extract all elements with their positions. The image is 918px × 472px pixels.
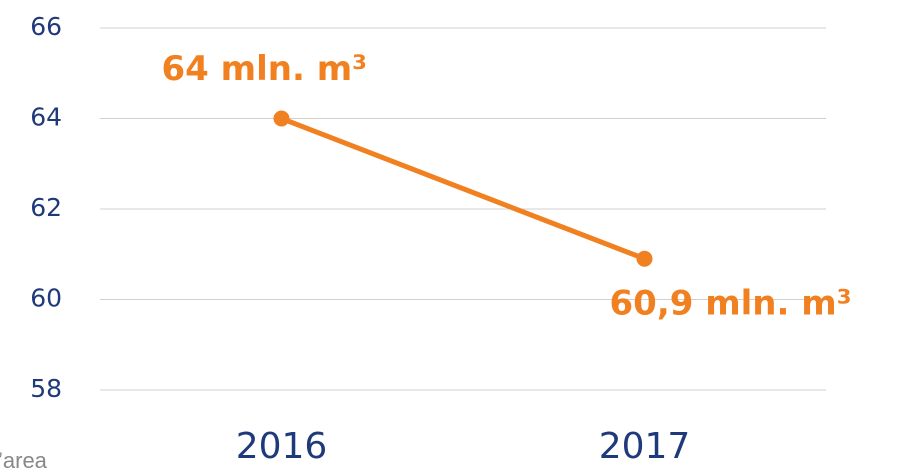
annotation: ’area xyxy=(0,448,48,472)
y-tick-label: 60 xyxy=(30,284,62,313)
x-tick-label: 2017 xyxy=(599,426,691,467)
x-tick-label: 2016 xyxy=(236,426,328,467)
line xyxy=(280,116,646,262)
point xyxy=(636,250,653,267)
y-tick-label: 58 xyxy=(30,374,62,403)
y-tick-label: 62 xyxy=(30,193,62,222)
y-tick-label: 64 xyxy=(30,103,62,132)
data-label: 60,9 mln. m³ xyxy=(610,283,852,323)
point xyxy=(273,110,290,127)
data-label: 64 mln. m³ xyxy=(162,49,368,89)
y-tick-label: 66 xyxy=(30,12,62,41)
